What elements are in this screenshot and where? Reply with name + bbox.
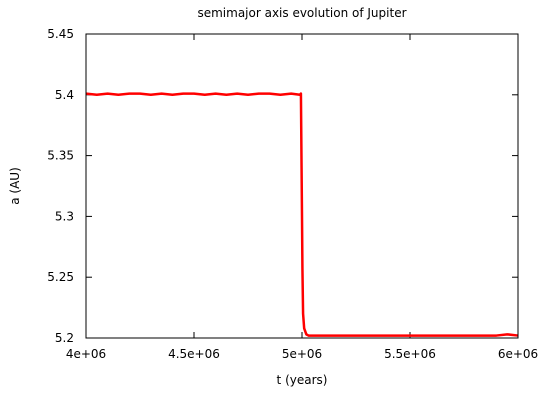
y-tick-label: 5.3 — [55, 209, 74, 223]
x-tick-label: 6e+06 — [498, 347, 538, 361]
y-tick-label: 5.45 — [47, 27, 74, 41]
x-tick-label: 5.5e+06 — [384, 347, 436, 361]
x-axis-label: t (years) — [277, 373, 328, 387]
y-tick-label: 5.25 — [47, 270, 74, 284]
y-tick-label: 5.4 — [55, 88, 74, 102]
x-axis-ticks: 4e+06 4.5e+06 5e+06 5.5e+06 6e+06 — [66, 34, 538, 361]
series-line-0 — [85, 92, 519, 337]
y-axis-label: a (AU) — [8, 167, 22, 205]
x-tick-label: 4.5e+06 — [168, 347, 220, 361]
y-tick-label: 5.2 — [55, 331, 74, 345]
y-axis-ticks: 5.2 5.25 5.3 5.35 5.4 5.45 — [47, 27, 518, 345]
chart-title: semimajor axis evolution of Jupiter — [197, 6, 406, 20]
plot-frame — [85, 33, 519, 339]
series-layer — [85, 92, 519, 337]
y-tick-label: 5.35 — [47, 149, 74, 163]
x-tick-label: 4e+06 — [66, 347, 106, 361]
x-tick-label: 5e+06 — [282, 347, 322, 361]
